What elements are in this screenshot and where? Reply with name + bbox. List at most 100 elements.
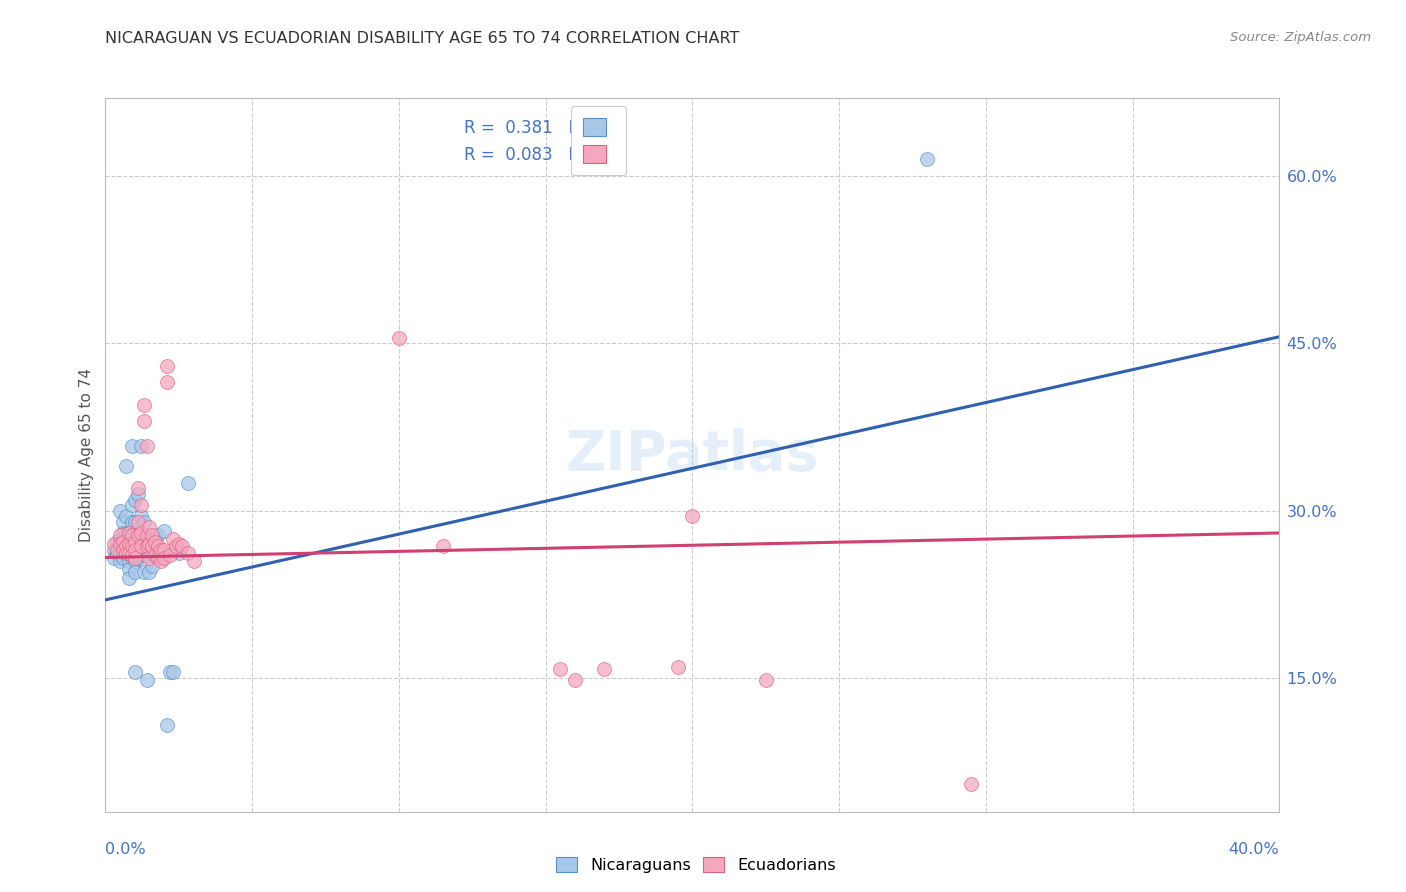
Point: [138, 520, 160, 534]
Point: [115, 533, 138, 548]
Point: [121, 515, 143, 529]
Point: [148, 539, 170, 553]
Point: [143, 534, 166, 549]
Point: [112, 542, 135, 557]
Point: [108, 528, 131, 542]
Point: [103, 550, 125, 565]
Legend: Nicaraguans, Ecuadorians: Nicaraguans, Ecuadorians: [550, 851, 842, 880]
Text: 0.0%: 0.0%: [105, 842, 146, 856]
Point: [129, 539, 152, 553]
Point: [103, 542, 125, 557]
Point: [124, 565, 146, 579]
Point: [108, 503, 131, 517]
Text: R =  0.381   N = 68: R = 0.381 N = 68: [464, 120, 626, 137]
Y-axis label: Disability Age 65 to 74: Disability Age 65 to 74: [79, 368, 94, 542]
Point: [156, 359, 179, 373]
Point: [108, 542, 131, 557]
Point: [153, 542, 176, 557]
Point: [132, 565, 155, 579]
Text: ZIPatlas: ZIPatlas: [565, 428, 820, 482]
Point: [388, 331, 411, 345]
Point: [108, 537, 131, 551]
Point: [153, 550, 176, 565]
Point: [118, 546, 141, 560]
Point: [112, 537, 135, 551]
Point: [132, 548, 155, 563]
Point: [135, 528, 157, 542]
Point: [108, 548, 131, 563]
Point: [162, 532, 184, 546]
Legend: , : ,: [571, 106, 626, 176]
Point: [124, 665, 146, 680]
Point: [121, 498, 143, 512]
Point: [176, 475, 198, 490]
Point: [138, 550, 160, 565]
Point: [121, 548, 143, 563]
Point: [118, 525, 141, 540]
Point: [121, 539, 143, 553]
Point: [115, 525, 138, 540]
Point: [124, 539, 146, 553]
Point: [153, 524, 176, 538]
Point: [141, 528, 163, 542]
Point: [141, 539, 163, 553]
Point: [143, 548, 166, 563]
Point: [755, 673, 778, 688]
Point: [143, 548, 166, 563]
Point: [132, 532, 155, 546]
Point: [124, 554, 146, 568]
Point: [103, 537, 125, 551]
Point: [112, 525, 135, 540]
Point: [124, 528, 146, 542]
Point: [165, 539, 187, 553]
Point: [170, 539, 193, 553]
Point: [115, 539, 138, 553]
Text: 40.0%: 40.0%: [1229, 842, 1279, 856]
Text: Source: ZipAtlas.com: Source: ZipAtlas.com: [1230, 31, 1371, 45]
Point: [118, 571, 141, 585]
Point: [148, 550, 170, 565]
Point: [666, 660, 689, 674]
Point: [118, 546, 141, 560]
Point: [156, 717, 179, 731]
Point: [159, 548, 181, 563]
Point: [127, 487, 149, 501]
Point: [124, 542, 146, 557]
Point: [159, 665, 181, 680]
Text: R =  0.083   N = 59: R = 0.083 N = 59: [464, 146, 626, 164]
Point: [129, 439, 152, 453]
Point: [141, 559, 163, 574]
Point: [105, 542, 128, 557]
Point: [138, 537, 160, 551]
Point: [127, 539, 149, 553]
Point: [124, 534, 146, 549]
Point: [432, 539, 454, 553]
Point: [960, 777, 983, 791]
Point: [127, 528, 149, 542]
Point: [167, 537, 190, 551]
Point: [108, 532, 131, 546]
Point: [129, 534, 152, 549]
Point: [105, 534, 128, 549]
Point: [108, 554, 131, 568]
Point: [115, 539, 138, 553]
Point: [129, 525, 152, 540]
Point: [153, 546, 176, 560]
Point: [121, 439, 143, 453]
Point: [127, 550, 149, 565]
Point: [132, 398, 155, 412]
Point: [112, 534, 135, 549]
Point: [143, 532, 166, 546]
Point: [124, 515, 146, 529]
Point: [105, 546, 128, 560]
Point: [138, 532, 160, 546]
Point: [112, 542, 135, 557]
Point: [564, 673, 586, 688]
Point: [121, 528, 143, 542]
Point: [118, 554, 141, 568]
Point: [112, 550, 135, 565]
Point: [118, 534, 141, 549]
Point: [138, 548, 160, 563]
Point: [593, 662, 616, 676]
Point: [917, 153, 939, 167]
